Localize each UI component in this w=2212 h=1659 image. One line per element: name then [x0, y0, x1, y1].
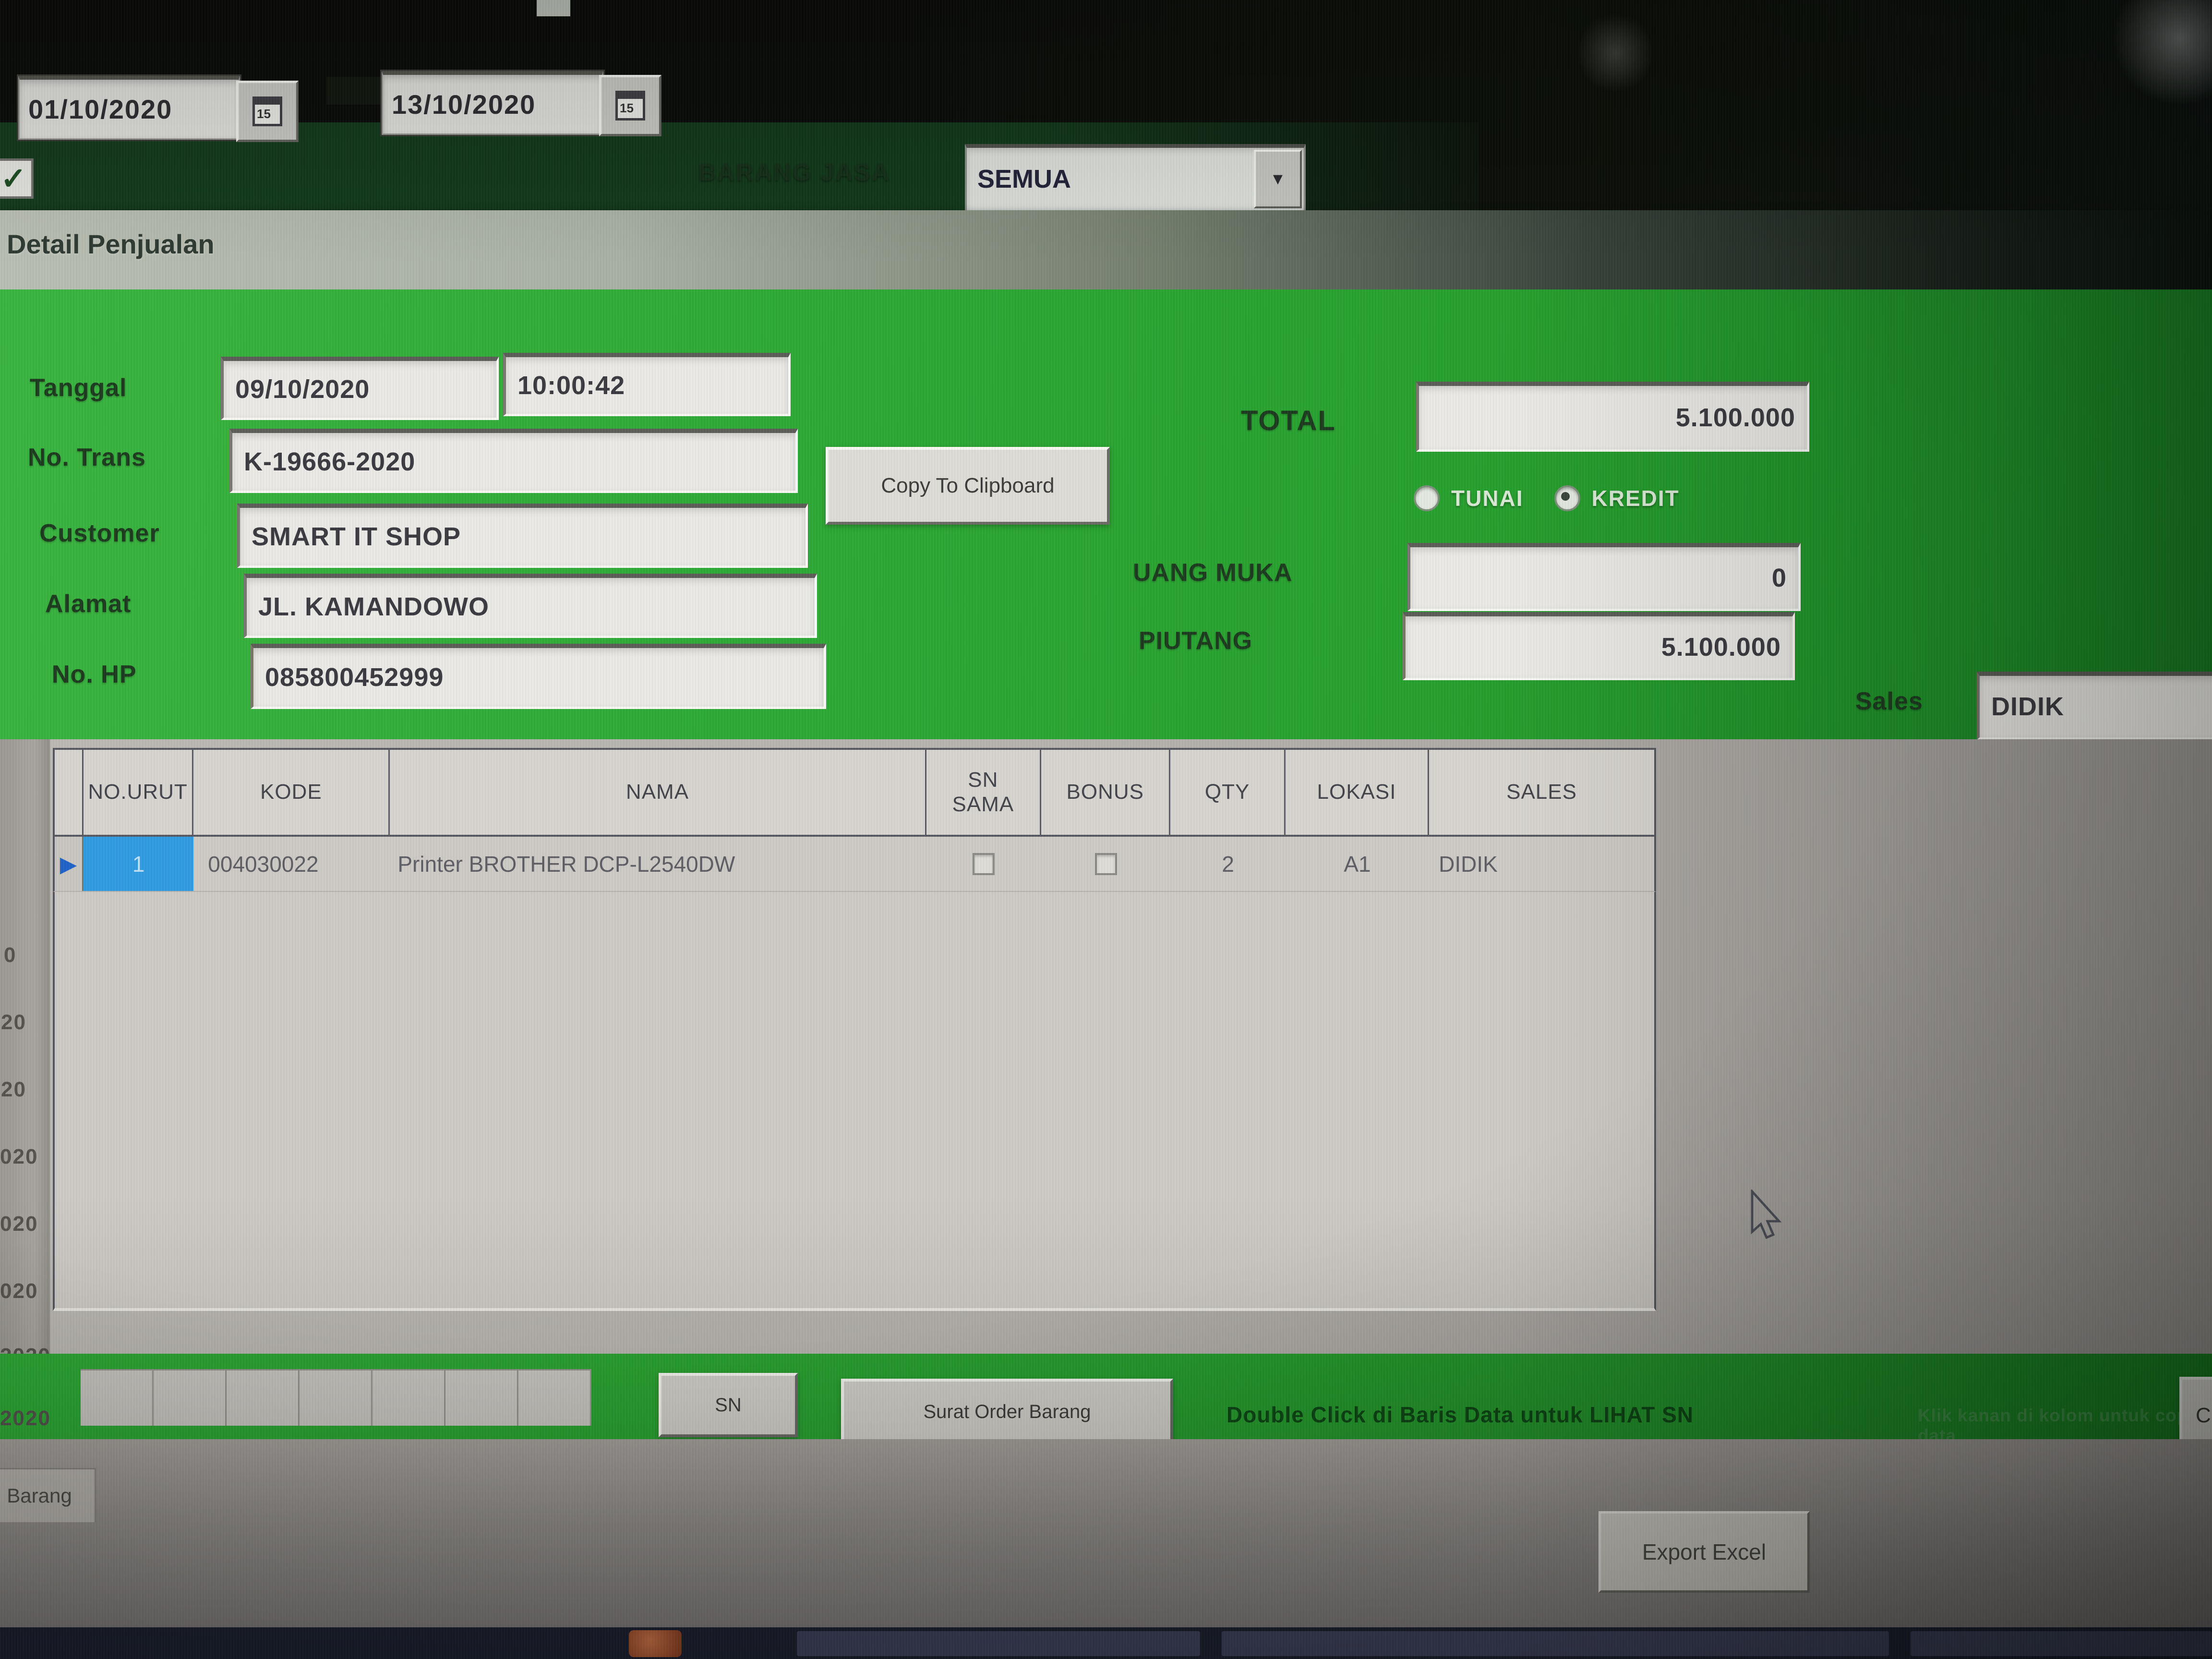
header-qty[interactable]: QTY	[1170, 750, 1286, 835]
table-row[interactable]: ▶ 1 004030022 Printer BROTHER DCP-L2540D…	[53, 837, 1656, 892]
sn-sama-checkbox[interactable]	[973, 853, 995, 875]
calendar-icon	[252, 96, 282, 126]
piutang-label: PIUTANG	[1139, 627, 1253, 655]
bonus-checkbox[interactable]	[1094, 853, 1117, 875]
header-sales[interactable]: SALES	[1506, 780, 1577, 804]
window-lower-area: Barang Export Excel	[0, 1439, 2212, 1627]
header-row-selector	[55, 750, 84, 835]
date-from-calendar-button[interactable]	[236, 81, 299, 142]
alamat-label: Alamat	[45, 590, 132, 618]
chevron-down-icon[interactable]: ▼	[1254, 150, 1302, 208]
background-text-fragment: 0	[4, 943, 17, 967]
cell-lokasi[interactable]: A1	[1344, 851, 1371, 877]
date-from-input[interactable]: 01/10/2020	[18, 76, 240, 140]
no-hp-label: No. HP	[52, 661, 137, 688]
background-text-fragment: 020	[0, 1279, 38, 1303]
cell-nama[interactable]: Printer BROTHER DCP-L2540DW	[397, 851, 735, 877]
tunai-radio[interactable]	[1414, 485, 1440, 511]
header-kode[interactable]: KODE	[193, 750, 390, 835]
sn-button[interactable]: SN	[659, 1373, 798, 1437]
barang-jasa-select[interactable]: SEMUA ▼	[965, 144, 1306, 212]
taskbar-app-icon[interactable]	[629, 1630, 682, 1657]
footer-cell	[81, 1369, 154, 1426]
check-icon: ✓	[0, 161, 26, 196]
time-field[interactable]: 10:00:42	[503, 353, 791, 416]
dialog-footer-bar: SN Surat Order Barang Double Click di Ba…	[0, 1354, 2212, 1455]
taskbar-button[interactable]	[797, 1631, 1200, 1656]
background-text-fragment: 2020	[0, 1407, 51, 1430]
tanggal-label: Tanggal	[30, 374, 127, 402]
tunai-radio-label[interactable]: TUNAI	[1451, 486, 1524, 511]
no-trans-label: No. Trans	[28, 444, 146, 471]
payment-type-radios: TUNAI KREDIT	[1414, 485, 1680, 511]
header-bonus[interactable]: BONUS	[1041, 750, 1171, 835]
sale-items-table: NO.URUT KODE NAMA SN SAMA BONUS QTY LOKA…	[53, 748, 1656, 1311]
top-filter-bar: 01/10/2020 13/10/2020 ✓ BARANG JASA SEMU…	[0, 0, 2212, 214]
barang-jasa-label: BARANG JASA	[698, 159, 890, 186]
mouse-cursor-icon	[1751, 1190, 1782, 1239]
header-nama[interactable]: NAMA	[390, 750, 926, 835]
dialog-title-bar[interactable]: Detail Penjualan	[0, 210, 2212, 289]
uang-muka-field[interactable]: 0	[1407, 543, 1801, 611]
cell-sn-sama[interactable]	[926, 837, 1041, 891]
background-text-fragment: 20	[1, 1010, 26, 1034]
copy-to-clipboard-button[interactable]: Copy To Clipboard	[826, 447, 1110, 525]
cell-bonus[interactable]	[1041, 837, 1170, 891]
total-label: TOTAL	[1241, 405, 1336, 436]
date-to-calendar-button[interactable]	[599, 75, 661, 136]
cell-no-urut[interactable]: 1	[83, 837, 194, 891]
footer-cell	[154, 1369, 227, 1426]
piutang-field[interactable]: 5.100.000	[1403, 612, 1795, 680]
no-trans-field[interactable]: K-19666-2020	[229, 429, 798, 493]
alamat-field[interactable]: JL. KAMANDOWO	[244, 574, 817, 638]
cell-qty[interactable]: 2	[1222, 851, 1234, 877]
footer-cell	[373, 1369, 445, 1426]
calendar-icon	[615, 91, 645, 120]
footer-summary-cells	[81, 1369, 591, 1426]
cell-sales[interactable]: DIDIK	[1439, 851, 1498, 877]
footer-cell	[227, 1369, 300, 1426]
tab-barang[interactable]: Barang	[0, 1468, 96, 1522]
kredit-radio-label[interactable]: KREDIT	[1591, 486, 1680, 511]
table-header-row: NO.URUT KODE NAMA SN SAMA BONUS QTY LOKA…	[53, 748, 1656, 837]
screen-reflection	[537, 0, 570, 16]
no-hp-field[interactable]: 085800452999	[251, 644, 826, 709]
surat-order-barang-button[interactable]: Surat Order Barang	[841, 1379, 1173, 1445]
header-no-urut[interactable]: NO.URUT	[84, 750, 194, 835]
double-click-hint: Double Click di Baris Data untuk LIHAT S…	[1226, 1402, 1694, 1427]
taskbar-button[interactable]	[1222, 1631, 1889, 1656]
tanggal-field[interactable]: 09/10/2020	[221, 357, 499, 420]
cell-kode[interactable]: 004030022	[208, 851, 319, 877]
table-body-empty	[53, 892, 1656, 1311]
filter-checkbox[interactable]: ✓	[0, 158, 34, 199]
selected-option-label: SEMUA	[977, 165, 1071, 193]
sale-detail-panel: Tanggal 09/10/2020 10:00:42 No. Trans K-…	[0, 289, 2212, 740]
background-window-edge	[0, 739, 50, 1438]
row-marker-icon: ▶	[60, 851, 77, 877]
footer-cell	[518, 1369, 591, 1426]
uang-muka-label: UANG MUKA	[1133, 559, 1293, 587]
kredit-radio[interactable]	[1554, 485, 1580, 511]
total-field[interactable]: 5.100.000	[1416, 382, 1809, 452]
sales-label: Sales	[1855, 687, 1923, 715]
footer-cell	[445, 1369, 518, 1426]
customer-label: Customer	[39, 519, 160, 547]
taskbar	[0, 1627, 2212, 1659]
background-text-fragment: 020	[0, 1145, 38, 1168]
customer-field[interactable]: SMART IT SHOP	[237, 504, 808, 568]
export-excel-button[interactable]: Export Excel	[1599, 1511, 1810, 1593]
sales-field[interactable]: DIDIK	[1977, 672, 2212, 740]
row-selector-cell[interactable]: ▶	[55, 837, 84, 891]
date-to-input[interactable]: 13/10/2020	[382, 71, 603, 135]
header-sn-sama[interactable]: SN SAMA	[926, 750, 1042, 835]
taskbar-button[interactable]	[1911, 1631, 2212, 1656]
header-lokasi[interactable]: LOKASI	[1286, 750, 1430, 835]
background-text-fragment: 20	[1, 1078, 26, 1101]
background-text-fragment: 020	[0, 1212, 38, 1236]
footer-cell	[300, 1369, 373, 1426]
dialog-title: Detail Penjualan	[7, 229, 215, 259]
